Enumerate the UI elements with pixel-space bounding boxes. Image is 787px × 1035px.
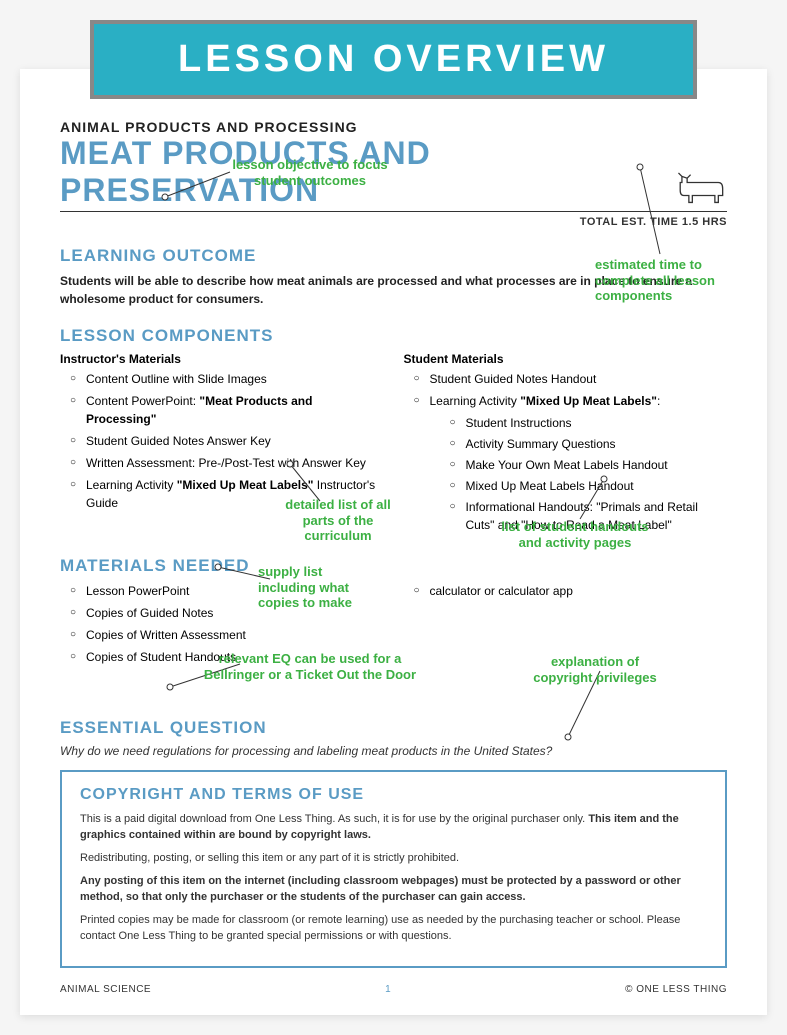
annotation-eq: relevant EQ can be used for a Bellringer… [195, 651, 425, 682]
essential-question-heading: ESSENTIAL QUESTION [60, 718, 727, 738]
list-item: Content Outline with Slide Images [70, 370, 384, 388]
list-item: Make Your Own Meat Labels Handout [450, 456, 728, 474]
cow-icon [675, 169, 727, 209]
estimated-time: TOTAL EST. TIME 1.5 HRS [60, 216, 727, 228]
banner-title: LESSON OVERVIEW [124, 38, 663, 81]
materials-heading: MATERIALS NEEDED [60, 556, 727, 576]
student-column: Student Materials Student Guided Notes H… [404, 352, 728, 538]
instructor-list: Content Outline with Slide Images Conten… [60, 370, 384, 512]
student-nested-list: Student Instructions Activity Summary Qu… [430, 414, 728, 534]
subject-line: ANIMAL PRODUCTS AND PROCESSING [60, 119, 727, 135]
list-item: Learning Activity "Mixed Up Meat Labels"… [414, 392, 728, 534]
annotation-time: estimated time to complete all lesson co… [595, 257, 730, 304]
footer: ANIMAL SCIENCE 1 © ONE LESS THING [60, 984, 727, 995]
copyright-p4: Printed copies may be made for classroom… [80, 913, 707, 945]
list-item: Student Instructions [450, 414, 728, 432]
annotation-curriculum: detailed list of all parts of the curric… [278, 497, 398, 544]
list-item: Activity Summary Questions [450, 435, 728, 453]
student-list: Student Guided Notes Handout Learning Ac… [404, 370, 728, 534]
annotation-copyright: explanation of copyright privileges [525, 654, 665, 685]
copyright-p3: Any posting of this item on the internet… [80, 874, 707, 906]
list-item: Mixed Up Meat Labels Handout [450, 477, 728, 495]
list-item: Student Guided Notes Answer Key [70, 432, 384, 450]
instructor-heading: Instructor's Materials [60, 352, 384, 366]
annotation-objective: lesson objective to focus student outcom… [225, 157, 395, 188]
student-heading: Student Materials [404, 352, 728, 366]
materials-right-list: calculator or calculator app [404, 582, 728, 600]
footer-page-number: 1 [385, 984, 391, 995]
page-wrap: LESSON OVERVIEW ANIMAL PRODUCTS AND PROC… [0, 0, 787, 1035]
list-item: Written Assessment: Pre-/Post-Test with … [70, 454, 384, 472]
annotation-handouts: list of student handouts and activity pa… [490, 519, 660, 550]
copyright-box: COPYRIGHT AND TERMS OF USE This is a pai… [60, 770, 727, 968]
copyright-p2: Redistributing, posting, or selling this… [80, 851, 707, 867]
copyright-heading: COPYRIGHT AND TERMS OF USE [80, 786, 707, 804]
lesson-components-heading: LESSON COMPONENTS [60, 326, 727, 346]
list-item: calculator or calculator app [414, 582, 728, 600]
banner: LESSON OVERVIEW [90, 20, 697, 99]
document-page: ANIMAL PRODUCTS AND PROCESSING MEAT PROD… [20, 69, 767, 1015]
annotation-supply: supply list including what copies to mak… [258, 564, 378, 611]
copyright-p1: This is a paid digital download from One… [80, 812, 707, 844]
essential-question-text: Why do we need regulations for processin… [60, 744, 727, 758]
list-item: Content PowerPoint: "Meat Products and P… [70, 392, 384, 428]
list-item: Copies of Written Assessment [70, 626, 384, 644]
footer-right: © ONE LESS THING [625, 984, 727, 995]
footer-left: ANIMAL SCIENCE [60, 984, 151, 995]
list-item: Student Guided Notes Handout [414, 370, 728, 388]
